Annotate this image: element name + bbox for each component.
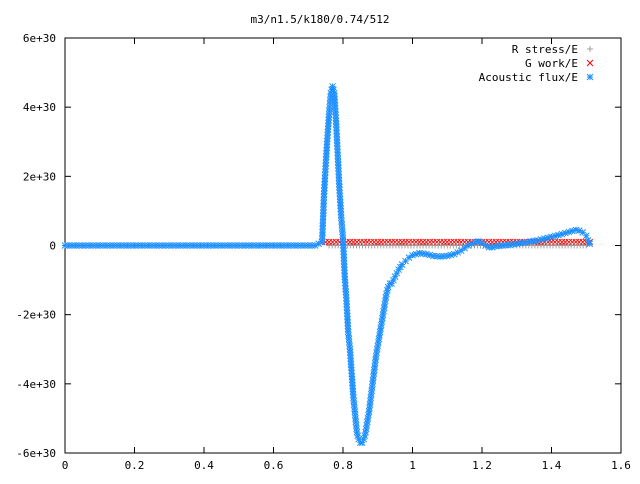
y-tick-label: 0: [49, 240, 56, 253]
data-point: [346, 348, 354, 356]
data-point: [332, 114, 340, 122]
data-point: [382, 294, 390, 301]
y-tick-label: 4e+30: [23, 101, 56, 114]
y-tick-label: -4e+30: [16, 378, 56, 391]
axis-layer: 0 0.2 0.4 0.6 0.8 1 1.2 1.4 1.6 -6e+30 -4e+30 -2e+3…: [16, 32, 631, 472]
data-point: [496, 242, 503, 250]
data-point: [340, 251, 348, 258]
data-point: [342, 291, 350, 299]
series-r-stress-e: [326, 242, 590, 249]
data-point: [395, 266, 402, 274]
data-point: [324, 125, 332, 133]
data-point: [334, 145, 341, 153]
legend-label: G work/E: [525, 57, 578, 70]
data-point: [320, 187, 328, 195]
data-point: [341, 279, 349, 287]
data-point: [516, 239, 524, 247]
x-tick-label: 1.2: [472, 459, 492, 472]
y-tick-label: 6e+30: [23, 32, 56, 45]
data-point: [325, 119, 332, 127]
data-point: [377, 325, 384, 332]
data-point: [325, 113, 333, 121]
data-point: [343, 306, 351, 314]
data-point: [586, 240, 594, 248]
x-tick-label: 1.6: [611, 459, 631, 472]
data-point: [344, 316, 351, 323]
y-tick-label: -6e+30: [16, 447, 56, 460]
data-point: [457, 247, 465, 255]
data-point: [341, 273, 349, 280]
data-point: [331, 93, 338, 100]
data-point: [362, 425, 370, 433]
x-tick-label: 1.4: [542, 459, 562, 472]
y-tick-label: -2e+30: [16, 309, 56, 322]
data-point: [551, 232, 559, 240]
x-tick-label: 0.8: [333, 459, 353, 472]
x-tick-label: 0.2: [125, 459, 145, 472]
legend-marker: [586, 59, 594, 67]
data-point: [478, 239, 486, 247]
legend-marker: [586, 73, 594, 81]
legend-label: R stress/E: [512, 43, 578, 56]
data-point: [321, 184, 328, 192]
data-point: [340, 254, 348, 261]
data-point: [409, 238, 416, 246]
series-layer: [61, 83, 594, 446]
data-point: [344, 325, 352, 333]
x-tick-label: 0.6: [264, 459, 284, 472]
data-point: [548, 238, 555, 246]
x-tick-label: 0: [62, 459, 69, 472]
data-point: [461, 244, 468, 252]
data-point: [331, 99, 339, 106]
data-point: [331, 96, 339, 103]
data-point: [475, 237, 482, 245]
chart-title: m3/n1.5/k180/0.74/512: [250, 13, 389, 26]
data-point: [324, 131, 331, 139]
y-tick-label: 2e+30: [23, 170, 56, 183]
series-acoustic-flux-e: [61, 83, 594, 446]
data-point: [374, 342, 382, 350]
data-point: [348, 379, 356, 386]
x-tick-label: 0.4: [194, 459, 214, 472]
data-point: [347, 354, 354, 362]
data-point: [342, 288, 350, 296]
data-point: [322, 159, 330, 167]
legend-marker: [587, 46, 593, 52]
legend-label: Acoustic flux/E: [479, 71, 578, 84]
data-point: [358, 439, 366, 446]
x-tick-label: 1: [409, 459, 416, 472]
data-point: [348, 373, 356, 380]
